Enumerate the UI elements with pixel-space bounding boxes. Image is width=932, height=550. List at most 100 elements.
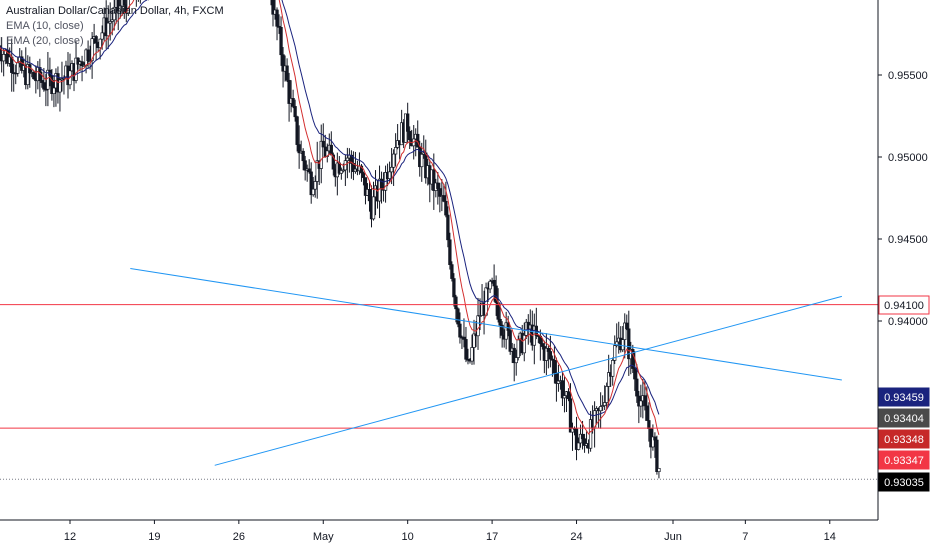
ema20-line — [0, 0, 660, 417]
candle — [313, 175, 317, 198]
candle-body — [540, 343, 544, 347]
candle-body — [271, 0, 275, 15]
candle-body — [100, 32, 104, 40]
candle — [279, 16, 283, 66]
candle — [60, 61, 64, 92]
candle — [478, 298, 482, 331]
candle-body — [548, 351, 553, 360]
candle — [112, 0, 116, 31]
price-badge-label: 0.93404 — [884, 413, 924, 425]
candle-body — [615, 341, 619, 346]
price-badge-box — [878, 429, 930, 449]
candle — [0, 37, 2, 65]
candle-body — [556, 380, 561, 384]
candle-body — [432, 169, 436, 191]
price-badge-label: 0.93347 — [884, 455, 924, 467]
candle — [550, 355, 555, 377]
price-badge: 0.94100 — [878, 295, 930, 315]
candle-body — [576, 442, 581, 450]
candle-body — [313, 181, 317, 190]
price-tick-label: 0.95000 — [888, 152, 928, 164]
candle-body — [633, 368, 637, 380]
candle-body — [623, 322, 627, 340]
candle — [2, 48, 6, 77]
candle — [116, 0, 120, 31]
candle — [476, 297, 480, 350]
candle-body — [325, 150, 329, 157]
candle — [46, 51, 50, 107]
candle-body — [488, 280, 492, 290]
candle-body — [647, 420, 651, 430]
candle — [393, 133, 398, 167]
price-badge-box — [878, 295, 930, 315]
candle — [281, 47, 285, 88]
price-badge: 0.93347 — [878, 450, 930, 470]
candle-body — [444, 200, 448, 216]
candle — [303, 155, 307, 181]
candle — [432, 153, 436, 210]
candle-body — [361, 172, 366, 178]
candle-body — [580, 433, 585, 440]
candle-body — [391, 153, 396, 168]
candle — [291, 89, 295, 109]
candle-body — [613, 345, 617, 361]
candle-body — [454, 296, 458, 310]
candle — [275, 7, 279, 41]
candle-body — [295, 116, 299, 145]
candle-body — [367, 189, 372, 202]
candle — [135, 0, 137, 7]
candle — [76, 57, 80, 70]
price-badge-box — [878, 450, 930, 470]
candle-body — [287, 79, 291, 104]
candle-body — [568, 398, 573, 433]
price-badge-box — [878, 408, 930, 428]
candle-body — [574, 428, 579, 450]
price-badge: 0.93348 — [878, 429, 930, 449]
candle — [574, 416, 579, 461]
candle-body — [655, 439, 659, 473]
candle — [271, 0, 275, 27]
candle-body — [448, 239, 452, 265]
candle — [456, 307, 460, 328]
candle — [598, 392, 603, 429]
candle-body — [293, 106, 297, 118]
candle — [90, 32, 94, 79]
candle-body — [58, 79, 62, 93]
candle — [651, 424, 655, 451]
candle — [498, 303, 502, 339]
candle — [448, 232, 452, 270]
price-tick-label: 0.95500 — [888, 70, 928, 82]
candle-body — [86, 49, 90, 62]
candle-body — [546, 347, 551, 352]
candle — [379, 171, 384, 204]
candle-body — [456, 308, 460, 325]
candle-body — [393, 147, 398, 155]
candle-body — [464, 339, 468, 360]
candle — [285, 58, 289, 83]
price-badge-box — [878, 472, 930, 492]
candle-body — [446, 214, 450, 241]
candle-body — [309, 171, 313, 196]
candle — [576, 437, 581, 451]
candle — [32, 70, 36, 80]
candle — [488, 279, 492, 294]
candle — [607, 354, 611, 406]
candle-body — [506, 322, 510, 331]
candle-body — [508, 330, 512, 352]
candle-body — [285, 65, 289, 81]
candle — [647, 402, 651, 442]
candle-body — [522, 334, 526, 354]
candle-body — [639, 400, 643, 407]
candle — [325, 143, 329, 163]
candle-body — [122, 0, 126, 6]
candle-body — [625, 322, 629, 330]
candle — [627, 310, 631, 376]
candle-body — [363, 177, 368, 196]
candle-body — [631, 349, 635, 369]
candle — [436, 171, 440, 205]
candle — [544, 333, 549, 376]
price-badge-box — [878, 387, 930, 407]
candle-body — [74, 57, 78, 81]
